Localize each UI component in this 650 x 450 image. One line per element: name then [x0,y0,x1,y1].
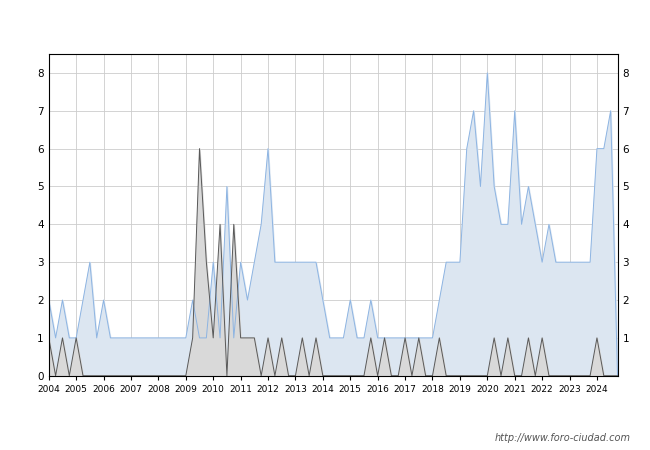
Text: http://www.foro-ciudad.com: http://www.foro-ciudad.com [495,433,630,443]
Text: Canena - Evolucion del Nº de Transacciones Inmobiliarias: Canena - Evolucion del Nº de Transaccion… [80,16,570,31]
